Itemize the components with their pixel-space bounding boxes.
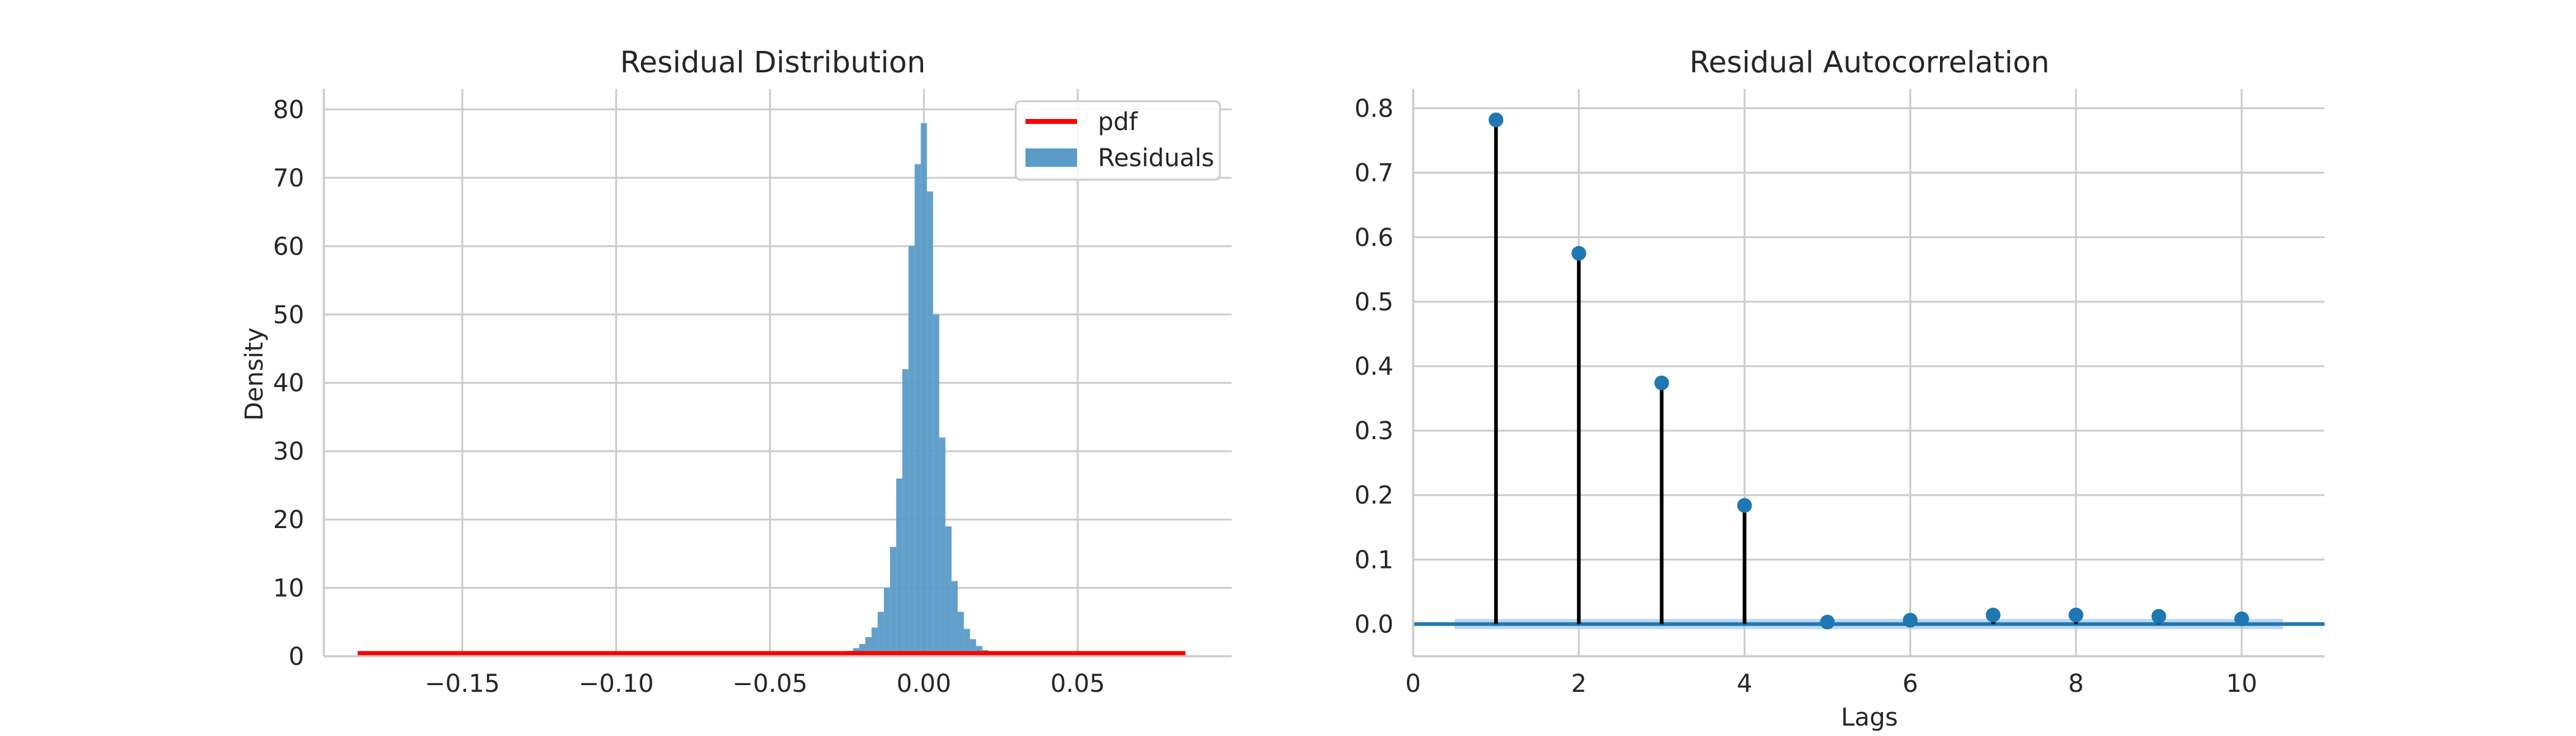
acf-marker <box>1985 607 2001 623</box>
hist-bar <box>890 546 897 656</box>
hist-ylabel: Density <box>240 328 269 421</box>
acf-y-tick-label: 0.3 <box>1354 417 1393 445</box>
acf-y-tick-label: 0.8 <box>1354 95 1393 123</box>
acf-marker <box>2151 608 2166 624</box>
hist-y-tick-label: 40 <box>273 369 304 397</box>
acf-marker <box>1903 613 1918 628</box>
acf-spines <box>1412 89 2325 657</box>
legend-residuals-label: Residuals <box>1098 144 1214 172</box>
acf-marker <box>1820 615 1835 630</box>
hist-bar <box>951 581 958 656</box>
acf-title: Residual Autocorrelation <box>1690 45 2050 80</box>
acf-gridlines <box>1412 89 2325 656</box>
acf-y-tick-label: 0.6 <box>1354 224 1393 252</box>
hist-y-tick-labels: 0 10 20 30 40 50 60 70 80 <box>273 96 304 671</box>
acf-marker <box>1489 112 1504 128</box>
acf-x-tick-label: 10 <box>2226 670 2257 698</box>
hist-bar <box>872 627 878 656</box>
hist-x-tick-label: −0.15 <box>424 670 500 698</box>
acf-x-tick-labels: 0 2 4 6 8 10 <box>1405 670 2257 698</box>
hist-title: Residual Distribution <box>620 45 926 80</box>
hist-y-tick-label: 60 <box>273 232 304 261</box>
hist-bar <box>945 526 952 656</box>
acf-y-tick-label: 0.2 <box>1354 481 1393 510</box>
legend-residuals-swatch <box>1025 148 1077 167</box>
hist-x-tick-label: 0.00 <box>897 670 951 698</box>
residual-distribution-panel: Residual Distribution Density −0.15 −0.10… <box>240 45 1232 698</box>
hist-legend: pdf Residuals <box>1014 100 1221 181</box>
hist-y-tick-label: 80 <box>273 96 304 124</box>
acf-x-tick-label: 4 <box>1737 670 1752 698</box>
hist-bar <box>914 164 921 657</box>
hist-bar <box>964 629 970 656</box>
hist-y-tick-label: 30 <box>273 438 304 466</box>
hist-spines <box>323 89 1232 657</box>
acf-xlabel: Lags <box>1841 703 1898 732</box>
acf-marker <box>1737 498 1752 513</box>
hist-bar <box>921 123 927 656</box>
hist-x-tick-labels: −0.15 −0.10 −0.05 0.00 0.05 <box>424 670 1105 698</box>
hist-y-tick-label: 50 <box>273 301 304 329</box>
hist-bar <box>970 639 976 656</box>
hist-bar <box>865 637 872 656</box>
acf-y-tick-label: 0.7 <box>1354 159 1393 188</box>
hist-bar <box>884 588 891 656</box>
acf-markers <box>1489 112 2249 630</box>
hist-bar <box>939 437 946 656</box>
acf-y-tick-label: 0.1 <box>1354 546 1393 574</box>
hist-bar <box>957 611 964 656</box>
hist-y-tick-label: 20 <box>273 506 304 534</box>
hist-bar <box>902 369 909 656</box>
hist-bar <box>859 643 865 656</box>
hist-x-tick-label: −0.05 <box>732 670 808 698</box>
acf-y-tick-label: 0.4 <box>1354 353 1393 381</box>
residual-autocorrelation-panel: Residual Autocorrelation Lags 0 2 4 6 8 10 0.… <box>1354 45 2325 732</box>
acf-x-tick-label: 8 <box>2068 670 2083 698</box>
acf-x-tick-label: 6 <box>1903 670 1918 698</box>
acf-x-tick-label: 2 <box>1571 670 1586 698</box>
acf-x-tick-label: 0 <box>1405 670 1420 698</box>
acf-y-tick-label: 0.0 <box>1354 610 1393 638</box>
acf-marker <box>2068 607 2083 623</box>
hist-x-tick-label: −0.10 <box>578 670 654 698</box>
acf-marker <box>1654 375 1669 391</box>
hist-bar <box>896 478 903 656</box>
legend-pdf-label: pdf <box>1098 108 1138 136</box>
hist-y-tick-label: 70 <box>273 164 304 193</box>
hist-bar <box>908 246 915 656</box>
hist-x-tick-label: 0.05 <box>1051 670 1105 698</box>
hist-bar <box>927 191 933 656</box>
hist-bar <box>878 611 884 656</box>
acf-marker <box>1571 246 1587 261</box>
hist-bars <box>828 123 1001 657</box>
hist-y-tick-label: 0 <box>289 643 304 671</box>
hist-y-tick-label: 10 <box>273 575 304 603</box>
hist-bar <box>933 314 940 656</box>
acf-y-tick-label: 0.5 <box>1354 288 1393 316</box>
acf-marker <box>2234 611 2249 627</box>
acf-y-tick-labels: 0.0 0.1 0.2 0.3 0.4 0.5 0.6 0.7 0.8 <box>1354 95 1393 639</box>
